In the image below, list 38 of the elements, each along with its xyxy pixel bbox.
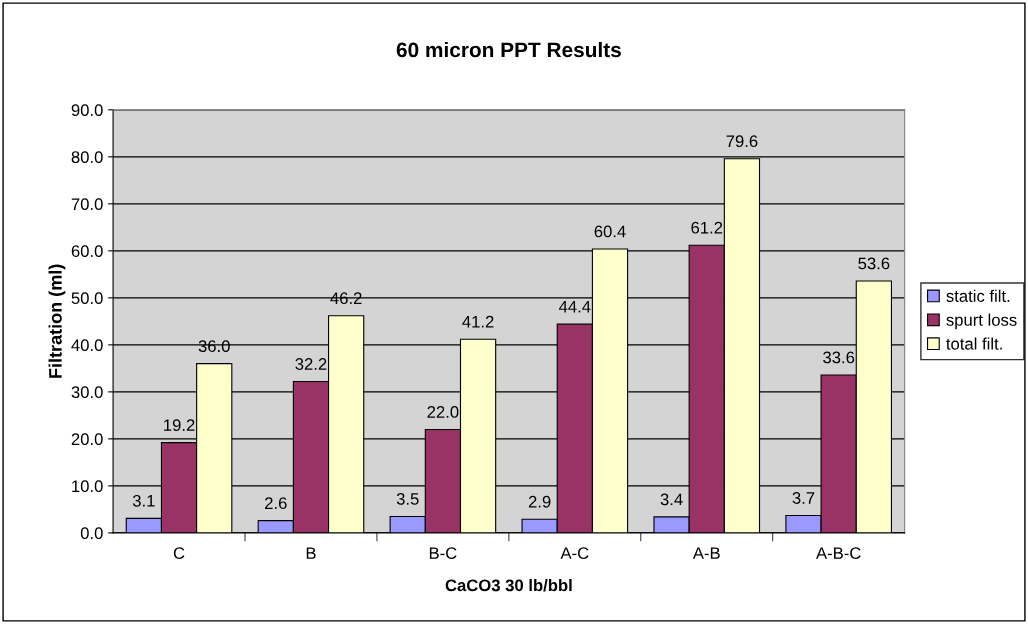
x-tick-label: A-B-C	[816, 547, 861, 560]
legend-label: total filt.	[946, 337, 1002, 350]
y-axis-title: Filtration (ml)	[48, 264, 66, 378]
data-label: 3.7	[792, 492, 815, 504]
data-label: 19.2	[164, 419, 195, 432]
data-label: 33.6	[823, 351, 855, 364]
x-tick-label: B-C	[429, 547, 457, 560]
y-tick-label: 10.0	[72, 480, 103, 493]
data-label: 44.4	[558, 300, 591, 313]
data-label: 3.1	[132, 494, 155, 507]
x-tick-label: B	[306, 547, 316, 559]
legend-label: spurt loss	[946, 313, 1017, 330]
y-tick-label: 70.0	[71, 198, 103, 211]
x-axis-title: CaCO3 30 lb/bbl	[445, 578, 572, 592]
y-tick-label: 30.0	[71, 386, 103, 399]
data-label: 22.0	[427, 406, 459, 418]
x-tick-label: A-B	[692, 547, 720, 559]
y-tick-label: 40.0	[71, 339, 103, 352]
chart-title: 60 micron PPT Results	[396, 41, 621, 58]
data-label: 3.5	[396, 493, 419, 505]
data-label: 79.6	[726, 135, 758, 148]
legend-label: static filt.	[946, 289, 1010, 302]
data-label: 32.2	[295, 358, 327, 370]
data-label: 41.2	[462, 315, 494, 328]
y-tick-label: 60.0	[71, 245, 103, 258]
y-tick-label: 0.0	[80, 527, 103, 540]
y-tick-label: 80.0	[71, 151, 103, 164]
data-label: 61.2	[691, 221, 723, 234]
y-tick-label: 90.0	[71, 104, 103, 117]
data-label: 3.4	[660, 493, 683, 506]
data-label: 53.6	[858, 257, 890, 270]
data-label: 60.4	[594, 225, 626, 238]
data-label: 2.9	[528, 495, 551, 508]
y-tick-label: 50.0	[71, 292, 103, 305]
x-tick-label: C	[173, 547, 185, 560]
x-tick-label: A-C	[560, 547, 589, 560]
data-label: 2.6	[265, 497, 287, 510]
y-tick-label: 20.0	[71, 433, 103, 446]
